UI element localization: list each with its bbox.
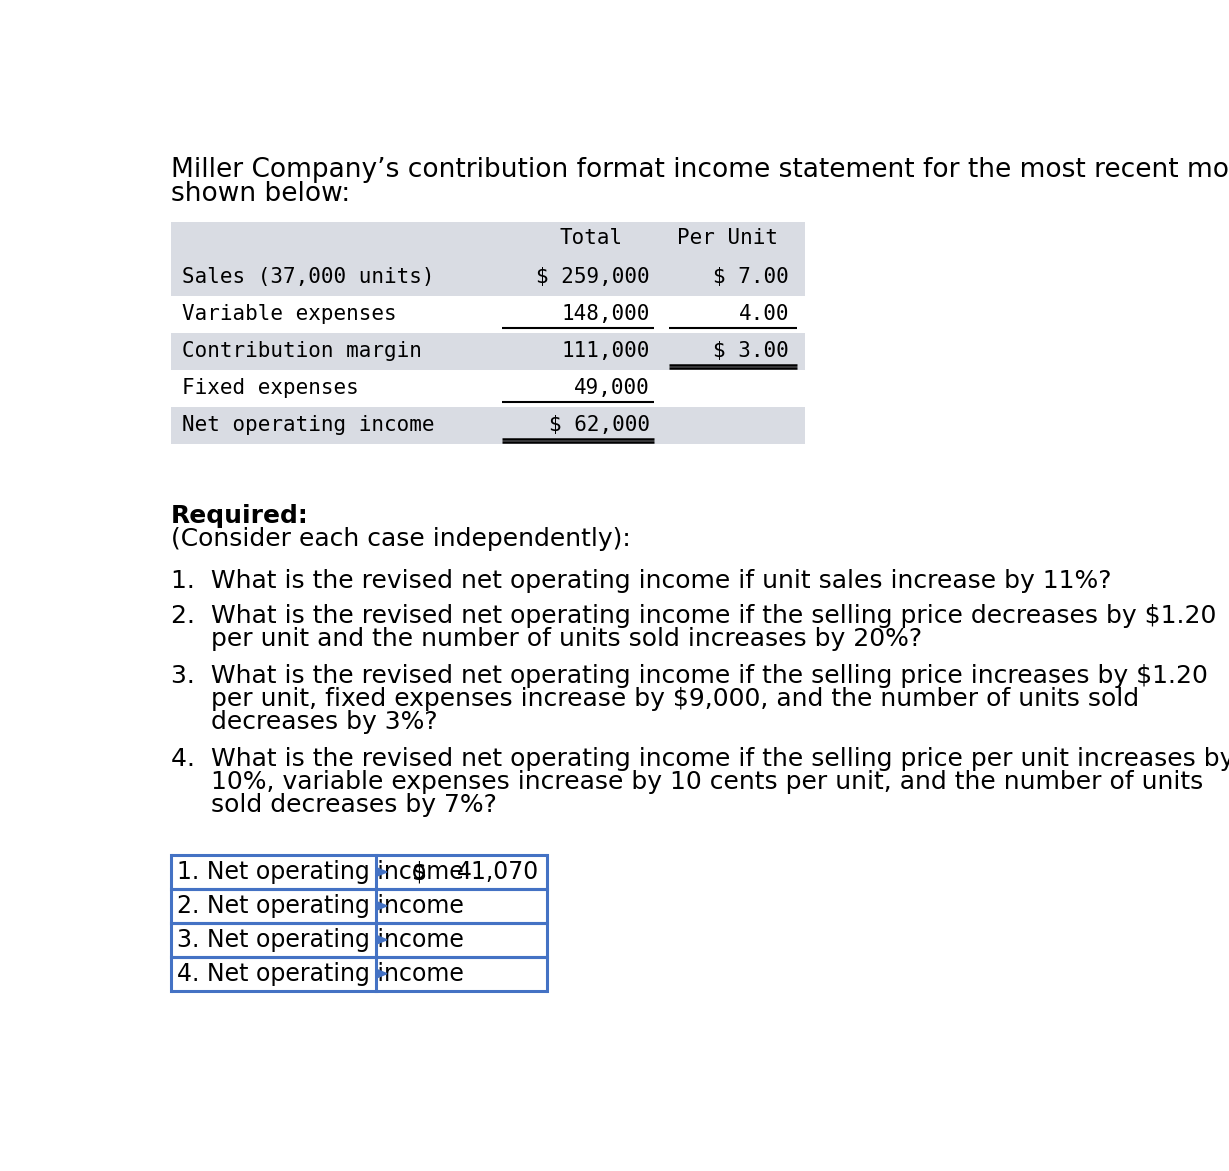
Polygon shape <box>377 936 387 944</box>
Text: 148,000: 148,000 <box>562 303 650 323</box>
Text: $ 3.00: $ 3.00 <box>713 341 789 361</box>
Text: 1. Net operating income: 1. Net operating income <box>177 860 463 884</box>
Text: 2.  What is the revised net operating income if the selling price decreases by $: 2. What is the revised net operating inc… <box>171 604 1215 628</box>
Text: (Consider each case independently):: (Consider each case independently): <box>171 527 630 552</box>
Text: Contribution margin: Contribution margin <box>182 341 422 361</box>
Text: Sales (37,000 units): Sales (37,000 units) <box>182 267 434 287</box>
Text: 3. Net operating income: 3. Net operating income <box>177 927 463 952</box>
Text: 4.00: 4.00 <box>739 303 789 323</box>
Bar <box>171 333 805 370</box>
Text: per unit and the number of units sold increases by 20%?: per unit and the number of units sold in… <box>171 628 922 651</box>
Text: 4.  What is the revised net operating income if the selling price per unit incre: 4. What is the revised net operating inc… <box>171 747 1229 772</box>
Text: 3.  What is the revised net operating income if the selling price increases by $: 3. What is the revised net operating inc… <box>171 664 1208 689</box>
Text: Required:: Required: <box>171 504 308 528</box>
Text: Variable expenses: Variable expenses <box>182 303 396 323</box>
Text: $: $ <box>412 860 426 884</box>
Text: Miller Company’s contribution format income statement for the most recent month : Miller Company’s contribution format inc… <box>171 157 1229 183</box>
Polygon shape <box>377 868 387 876</box>
Text: Per Unit: Per Unit <box>677 228 778 248</box>
Text: 111,000: 111,000 <box>562 341 650 361</box>
Text: decreases by 3%?: decreases by 3%? <box>171 711 438 734</box>
Text: Total: Total <box>560 228 623 248</box>
Bar <box>171 259 805 296</box>
Text: 4. Net operating income: 4. Net operating income <box>177 961 463 986</box>
Text: 2. Net operating income: 2. Net operating income <box>177 893 463 918</box>
Text: $ 7.00: $ 7.00 <box>713 267 789 287</box>
Text: 1.  What is the revised net operating income if unit sales increase by 11%?: 1. What is the revised net operating inc… <box>171 569 1111 594</box>
Bar <box>171 222 805 259</box>
Text: 49,000: 49,000 <box>574 378 650 398</box>
Text: per unit, fixed expenses increase by $9,000, and the number of units sold: per unit, fixed expenses increase by $9,… <box>171 687 1139 711</box>
Text: shown below:: shown below: <box>171 182 350 207</box>
Text: $ 259,000: $ 259,000 <box>536 267 650 287</box>
Polygon shape <box>377 970 387 978</box>
Text: 41,070: 41,070 <box>456 860 538 884</box>
Text: Fixed expenses: Fixed expenses <box>182 378 359 398</box>
Polygon shape <box>377 902 387 910</box>
Text: $ 62,000: $ 62,000 <box>548 415 650 434</box>
Text: 10%, variable expenses increase by 10 cents per unit, and the number of units: 10%, variable expenses increase by 10 ce… <box>171 771 1203 794</box>
Bar <box>171 408 805 444</box>
Text: sold decreases by 7%?: sold decreases by 7%? <box>171 794 497 817</box>
Text: Net operating income: Net operating income <box>182 415 434 434</box>
